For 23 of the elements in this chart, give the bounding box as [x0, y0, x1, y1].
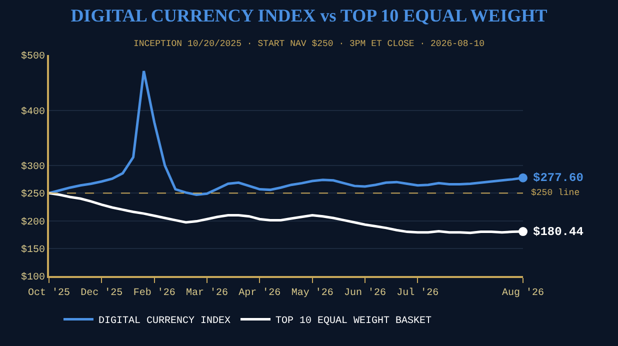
y-tick-label: $150: [20, 244, 45, 256]
x-tick-label: Apr '26: [238, 287, 281, 299]
x-tick-label: Feb '26: [133, 287, 176, 299]
y-tick-label: $300: [20, 161, 45, 173]
y-tick-label: $250: [20, 188, 45, 201]
data-label: $180.44: [533, 225, 584, 239]
x-tick-label: Jul '26: [396, 287, 439, 299]
data-label: $277.60: [533, 171, 584, 185]
x-tick-label: Dec '25: [80, 287, 123, 299]
chart-subtitle: INCEPTION 10/20/2025 · START NAV $250 · 3PM ET CLOSE · 2026-08-10: [133, 38, 485, 49]
x-tick-label: Oct '25: [28, 287, 70, 299]
x-tick-label: Mar '26: [186, 287, 228, 299]
chart-title: DIGITAL CURRENCY INDEX vs TOP 10 EQUAL WEIGHT: [70, 5, 548, 26]
y-tick-label: $100: [20, 272, 45, 284]
y-tick-label: $500: [20, 50, 45, 62]
y-tick-label: $400: [20, 106, 45, 118]
x-tick-label: Jun '26: [344, 287, 386, 299]
legend-label: DIGITAL CURRENCY INDEX: [98, 316, 231, 328]
x-tick-label: Aug '26: [502, 287, 544, 299]
ref-line-label: $250 line: [531, 188, 580, 198]
x-tick-label: May '26: [291, 287, 334, 299]
legend-label: TOP 10 EQUAL WEIGHT BASKET: [276, 316, 432, 328]
y-tick-label: $200: [20, 216, 45, 228]
